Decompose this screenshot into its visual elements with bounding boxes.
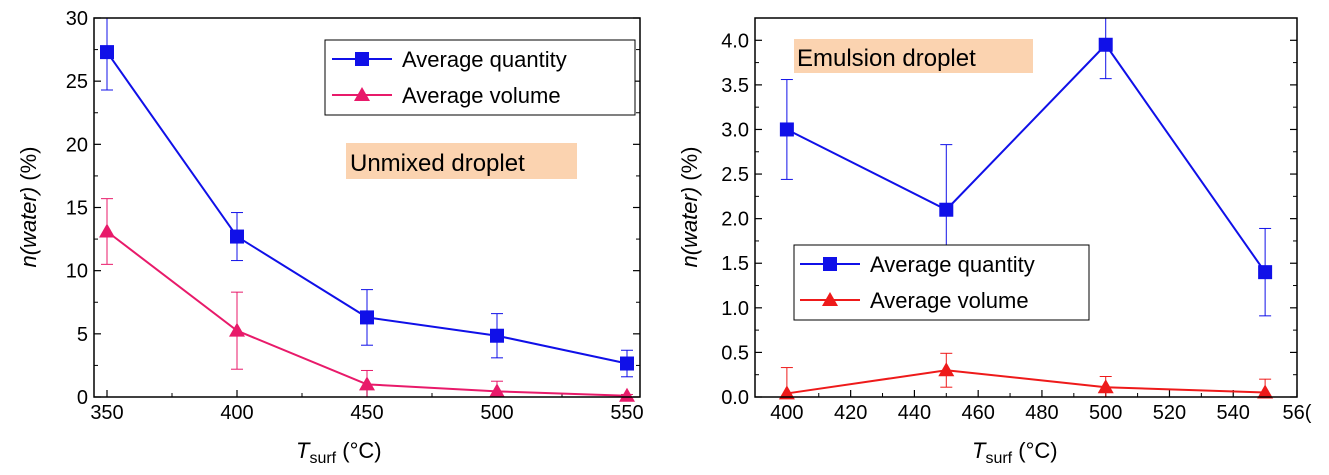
right-annotation-text: Emulsion droplet <box>797 45 976 72</box>
right-quantity-point <box>939 202 954 217</box>
left-x-tick-label: 550 <box>610 402 643 424</box>
left-chart-plot <box>99 18 635 402</box>
right-x-tick-label: 480 <box>1025 402 1058 424</box>
right-y-tick-label: 1.5 <box>721 253 749 275</box>
left-legend-box <box>324 39 636 116</box>
right-x-tick-label: 460 <box>961 402 994 424</box>
left-legend-marker-quantity <box>355 52 369 66</box>
right-x-tick-label: 420 <box>834 402 867 424</box>
left-quantity-point <box>490 328 504 343</box>
right-volume-point <box>1257 384 1274 399</box>
left-x-tick-label: 450 <box>350 402 383 424</box>
right-y-tick-label: 0.0 <box>721 387 749 409</box>
right-annotation-box <box>794 39 1033 73</box>
left-x-tick-label: 400 <box>220 402 253 424</box>
right-x-tick-label: 500 <box>1089 402 1122 424</box>
left-legend-label-quantity: Average quantity <box>402 47 567 72</box>
right-volume-point <box>938 362 955 377</box>
left-y-tick-label: 0 <box>77 387 88 409</box>
right-volume-point <box>1097 379 1114 394</box>
right-legend-label-volume: Average volume <box>870 288 1029 313</box>
left-x-axis-title: Tsurf (°C) <box>296 438 382 467</box>
right-y-tick-label: 0.5 <box>721 342 749 364</box>
left-x-tick-label: 500 <box>480 402 513 424</box>
left-volume-point <box>229 322 245 337</box>
right-x-axis-title: Tsurf (°C) <box>972 438 1058 467</box>
right-x-tick-label: 400 <box>770 402 803 424</box>
left-y-tick-label: 30 <box>66 8 88 30</box>
right-x-tick-label: 440 <box>898 402 931 424</box>
left-quantity-point <box>230 229 244 244</box>
left-legend-marker-volume <box>354 87 370 101</box>
left-y-tick-label: 15 <box>66 198 88 220</box>
right-chart-frame <box>754 17 1298 398</box>
left-chart-ticks: 350 400 450 500 550 0 5 10 15 20 25 30 <box>66 8 644 424</box>
right-legend: Average quantity Average volume <box>793 244 1090 321</box>
right-quantity-point <box>779 122 794 137</box>
left-quantity-point <box>620 356 634 371</box>
right-y-tick-label: 4.0 <box>721 30 749 52</box>
left-legend: Average quantity Average volume <box>324 39 636 116</box>
left-quantity-point <box>360 310 374 325</box>
left-annotation-text: Unmixed droplet <box>350 150 525 177</box>
left-chart-frame <box>93 17 641 398</box>
right-quantity-point <box>1098 37 1113 52</box>
right-x-tick-label: 56( <box>1283 402 1312 424</box>
right-quantity-point <box>1258 265 1273 280</box>
right-volume-point <box>778 385 795 400</box>
left-volume-point <box>489 383 505 398</box>
left-annotation-box <box>346 143 577 179</box>
right-legend-marker-quantity <box>823 257 837 271</box>
right-legend-label-quantity: Average quantity <box>870 252 1035 277</box>
right-legend-box <box>793 244 1090 321</box>
right-x-tick-label: 540 <box>1217 402 1250 424</box>
right-y-tick-label: 3.5 <box>721 75 749 97</box>
right-y-axis-title: n(water) (%) <box>677 146 702 267</box>
right-series-quantity-line <box>786 43 1266 273</box>
right-chart-plot <box>778 18 1274 400</box>
left-y-tick-label: 10 <box>66 261 88 283</box>
left-y-tick-label: 5 <box>77 324 88 346</box>
right-series-volume-line <box>786 369 1266 395</box>
left-y-tick-label: 25 <box>66 71 88 93</box>
right-y-tick-label: 2.0 <box>721 209 749 231</box>
right-chart-panel: 400 420 440 460 480 500 520 540 56( 0.0 0.5 1.0 1.5 2… <box>677 17 1312 467</box>
left-volume-point <box>99 223 115 238</box>
right-legend-marker-volume <box>822 292 838 306</box>
right-chart-ticks: 400 420 440 460 480 500 520 540 56( 0.0 0.5 1.0 1.5 2… <box>721 30 1312 424</box>
left-y-tick-label: 20 <box>66 134 88 156</box>
left-volume-point <box>359 376 375 391</box>
right-y-tick-label: 1.0 <box>721 298 749 320</box>
left-volume-point <box>619 387 635 402</box>
left-quantity-point <box>100 45 114 60</box>
left-y-axis-title: n(water) (%) <box>16 146 41 267</box>
left-x-tick-label: 350 <box>90 402 123 424</box>
right-x-tick-label: 520 <box>1153 402 1186 424</box>
left-legend-label-volume: Average volume <box>402 83 561 108</box>
right-y-tick-label: 3.0 <box>721 119 749 141</box>
left-chart-panel: 350 400 450 500 550 0 5 10 15 20 25 30 Average quan… <box>16 8 644 467</box>
right-y-tick-label: 2.5 <box>721 164 749 186</box>
